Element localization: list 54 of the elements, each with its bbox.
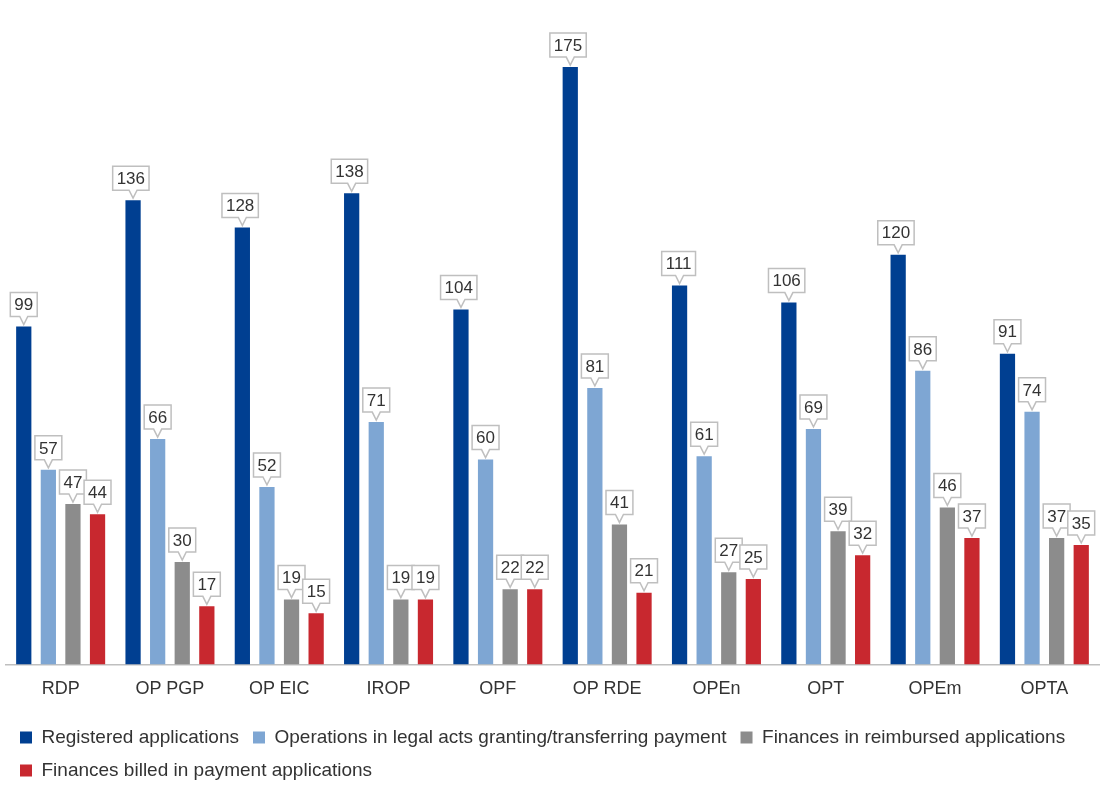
x-tick-label: OPEn xyxy=(692,678,741,699)
data-label: 136 xyxy=(116,168,146,188)
data-label: 37 xyxy=(962,506,982,526)
data-label: 37 xyxy=(1047,506,1067,526)
legend-label: Finances billed in payment applications xyxy=(41,758,373,780)
data-label: 81 xyxy=(585,356,605,376)
data-label: 22 xyxy=(500,557,520,577)
data-label: 15 xyxy=(306,581,326,601)
data-label: 111 xyxy=(665,254,692,274)
data-label: 30 xyxy=(172,530,192,550)
data-label: 69 xyxy=(803,397,823,417)
data-label: 32 xyxy=(853,523,873,543)
data-label: 60 xyxy=(476,428,496,448)
data-label: 19 xyxy=(391,568,411,588)
x-tick-label: OP PGP xyxy=(135,678,205,699)
data-label: 91 xyxy=(998,322,1017,342)
data-label: 19 xyxy=(282,568,302,588)
x-tick-label: OPTA xyxy=(1020,678,1069,699)
legend-label: Operations in legal acts granting/transferring payment xyxy=(274,725,728,747)
data-label: 99 xyxy=(14,295,34,315)
x-tick-label: OPF xyxy=(479,678,517,699)
data-label: 74 xyxy=(1022,380,1042,400)
data-label: 44 xyxy=(88,482,107,502)
data-label: 52 xyxy=(257,455,277,475)
data-label: 66 xyxy=(148,407,168,427)
x-tick-label: OPEm xyxy=(908,678,962,699)
data-label: 128 xyxy=(225,196,255,216)
data-label: 47 xyxy=(63,472,83,492)
data-label: 35 xyxy=(1071,513,1091,533)
data-label: 61 xyxy=(694,424,714,444)
data-label: 39 xyxy=(828,499,848,519)
data-label: 41 xyxy=(609,493,629,513)
x-tick-label: IROP xyxy=(366,678,411,699)
x-tick-label: OPT xyxy=(807,678,845,699)
x-tick-label: RDP xyxy=(41,678,80,699)
data-label: 57 xyxy=(38,438,58,458)
data-label: 106 xyxy=(772,271,801,291)
data-label: 25 xyxy=(743,547,763,567)
legend-label: Finances in reimbursed applications xyxy=(762,725,1066,747)
x-tick-label: OP RDE xyxy=(572,678,642,699)
data-label: 19 xyxy=(415,568,435,588)
data-label: 17 xyxy=(197,575,217,595)
data-label: 27 xyxy=(719,540,739,560)
data-label: 22 xyxy=(525,557,545,577)
legend-label: Registered applications xyxy=(41,725,240,747)
data-label: 104 xyxy=(444,278,473,298)
x-tick-label: OP EIC xyxy=(248,678,310,699)
data-label: 21 xyxy=(634,561,654,581)
data-label: 175 xyxy=(553,35,583,55)
data-label: 138 xyxy=(335,162,364,182)
data-label: 71 xyxy=(366,390,386,410)
data-label: 46 xyxy=(937,476,957,496)
data-label: 86 xyxy=(913,339,933,359)
data-label: 120 xyxy=(881,223,911,243)
